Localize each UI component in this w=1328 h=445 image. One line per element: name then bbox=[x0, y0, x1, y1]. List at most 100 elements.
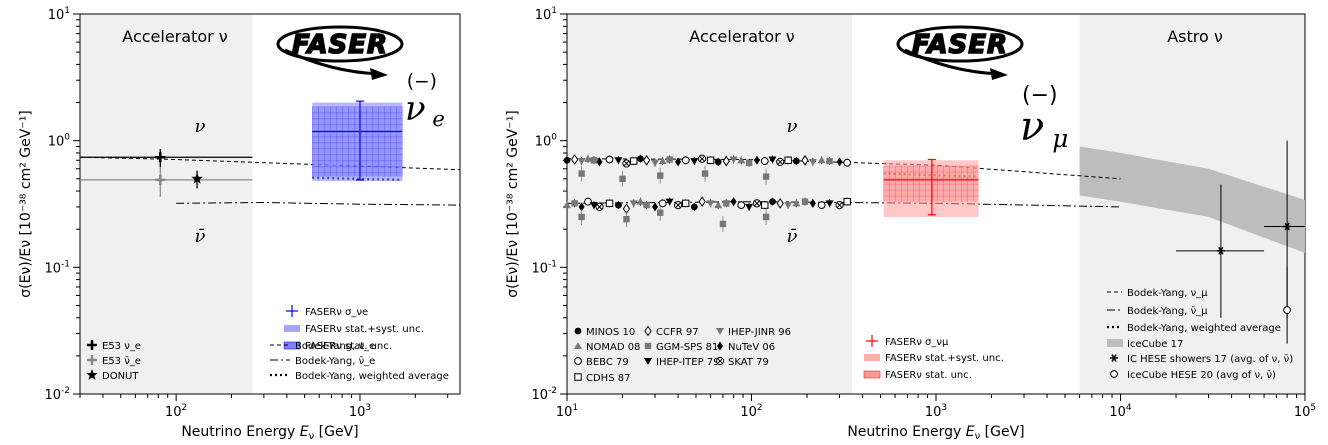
data-point-nu bbox=[605, 155, 614, 164]
data-point-nubar bbox=[658, 199, 667, 208]
left-panel: 102 103 10-2 10-1 100 101 Neutrino Energy Eν [… bbox=[18, 6, 461, 442]
right-panel: 101 102 103 104 105 10-2 10-1 100 101 Neutrino En… bbox=[505, 6, 1316, 442]
data-point-nu bbox=[843, 158, 852, 167]
data-point-nubar bbox=[714, 201, 723, 209]
legend-experiment: IHEP-JINR 96 bbox=[728, 327, 791, 338]
data-point-nu bbox=[753, 155, 760, 165]
data-point-nu bbox=[681, 156, 690, 165]
legend-marker bbox=[574, 357, 582, 365]
plot-frame bbox=[79, 13, 461, 395]
legend-experiment: BEBC 79 bbox=[586, 357, 629, 368]
data-point-nu bbox=[745, 159, 753, 166]
legend-marker bbox=[717, 358, 723, 364]
legend-by-avg: Bodek-Yang, weighted average bbox=[1127, 323, 1281, 334]
legend-swatch bbox=[1107, 339, 1123, 347]
data-point-nu bbox=[584, 154, 593, 162]
faser-logo-text: FASER bbox=[292, 30, 388, 60]
legend-faser-stat: FASERν stat. unc. bbox=[885, 370, 972, 381]
data-point-nu bbox=[596, 157, 603, 167]
flavor-label-nue: ν e bbox=[405, 89, 445, 131]
data-point-nubar bbox=[584, 197, 592, 206]
data-point-nu bbox=[642, 154, 651, 166]
legend-marker bbox=[574, 373, 582, 381]
data-point-nu bbox=[651, 159, 660, 167]
legend-marker bbox=[574, 342, 582, 349]
region-label-astro: Astro ν bbox=[1167, 27, 1223, 46]
logo-swoosh bbox=[904, 48, 1001, 76]
legend-marker bbox=[644, 358, 652, 365]
icecube-band bbox=[1079, 146, 1305, 253]
legend-by-nue: Bodek-Yang, ν_e bbox=[295, 341, 375, 352]
data-point-nubar bbox=[769, 198, 776, 206]
data-point-nubar bbox=[745, 203, 754, 211]
faser-stat-band bbox=[312, 106, 403, 177]
x-tick-label: 101 bbox=[556, 403, 578, 420]
data-point-nubar bbox=[636, 197, 645, 205]
data-point-outlier bbox=[578, 170, 585, 177]
data-point-nu bbox=[760, 157, 769, 165]
legend-marker bbox=[1111, 354, 1117, 362]
legend-marker bbox=[86, 369, 98, 380]
y-tick-label: 100 bbox=[48, 133, 71, 150]
data-point-nubar bbox=[571, 200, 578, 207]
data-point-nu bbox=[714, 158, 722, 166]
data-point-nu bbox=[637, 155, 644, 163]
legend-marker bbox=[644, 325, 652, 337]
x-axis-label: Neutrino Energy Eν [GeV] bbox=[847, 424, 1024, 442]
data-point-nubar bbox=[792, 199, 801, 207]
y-tick-label: 10-1 bbox=[44, 259, 70, 276]
antiparticle-overbar: (−) bbox=[407, 72, 437, 93]
data-point-nu bbox=[826, 157, 833, 165]
logo-arrowhead bbox=[990, 68, 1008, 80]
data-point-nu bbox=[706, 156, 715, 164]
data-point-nubar bbox=[706, 200, 715, 208]
data-point-nu bbox=[817, 156, 826, 164]
legend-ic-showers: IC HESE showers 17 (avg. of ν, ν̄) bbox=[1127, 354, 1293, 365]
logo-arrowhead bbox=[370, 68, 388, 80]
logo-swoosh bbox=[284, 48, 381, 76]
data-point-nubar bbox=[605, 199, 614, 208]
y-tick-label: 10-2 bbox=[44, 386, 70, 403]
data-point-nubar bbox=[843, 197, 851, 206]
legend-experiment: CCFR 97 bbox=[656, 327, 699, 338]
data-point-nubar bbox=[665, 198, 674, 206]
data-point-nu bbox=[808, 158, 817, 166]
legend-icecube17: IceCube 17 bbox=[1127, 339, 1183, 350]
legend-by-numu: Bodek-Yang, ν_μ bbox=[1127, 288, 1208, 299]
antiparticle-overbar: (−) bbox=[1022, 83, 1058, 108]
nu-label: ν bbox=[195, 116, 206, 137]
y-tick-label: 101 bbox=[535, 6, 557, 23]
data-point-outlier bbox=[657, 209, 664, 216]
legend-swatch bbox=[284, 325, 300, 332]
legend-faser-measurement: FASERν σ_νμ bbox=[885, 337, 949, 348]
data-point-outlier bbox=[619, 175, 626, 182]
data-point-nu bbox=[563, 156, 571, 164]
legend-faser-measurement: FASERν σ_νe bbox=[305, 307, 368, 318]
data-point-nu bbox=[675, 157, 682, 167]
y-tick-label: 100 bbox=[535, 133, 558, 150]
region-label-accelerator: Accelerator ν bbox=[122, 27, 228, 46]
data-point-nubar bbox=[652, 202, 659, 212]
data-point-nubar bbox=[809, 198, 816, 208]
flavor-label-numu: ν μ bbox=[1020, 104, 1068, 153]
data-point-nu bbox=[737, 156, 746, 164]
y-axis-label: σ(Eν)/Eν [10⁻³⁸ cm² GeV⁻¹] bbox=[505, 110, 521, 298]
legend-experiment: IHEP-ITEP 79 bbox=[656, 357, 720, 368]
x-axis-label: Neutrino Energy Eν [GeV] bbox=[181, 424, 358, 442]
legend-by-avg: Bodek-Yang, weighted average bbox=[295, 371, 449, 382]
legend-by-numubar: Bodek-Yang, ν̄_μ bbox=[1127, 306, 1208, 317]
data-point-outlier bbox=[762, 173, 770, 180]
legend-faser-syst: FASERν stat.+syst. unc. bbox=[885, 353, 1004, 364]
data-point-nubar bbox=[629, 200, 638, 208]
data-point-nubar bbox=[836, 202, 843, 208]
y-tick-label: 101 bbox=[48, 6, 70, 23]
data-point-nu bbox=[658, 157, 667, 165]
nu-label: ν bbox=[787, 116, 798, 137]
legend-experiment: GGM-SPS 81 bbox=[656, 342, 718, 353]
data-point-nu bbox=[729, 156, 738, 164]
data-point bbox=[191, 172, 203, 184]
data-point-outlier bbox=[578, 213, 585, 221]
data-point-nubar bbox=[723, 200, 730, 207]
data-point-nu bbox=[699, 155, 705, 162]
